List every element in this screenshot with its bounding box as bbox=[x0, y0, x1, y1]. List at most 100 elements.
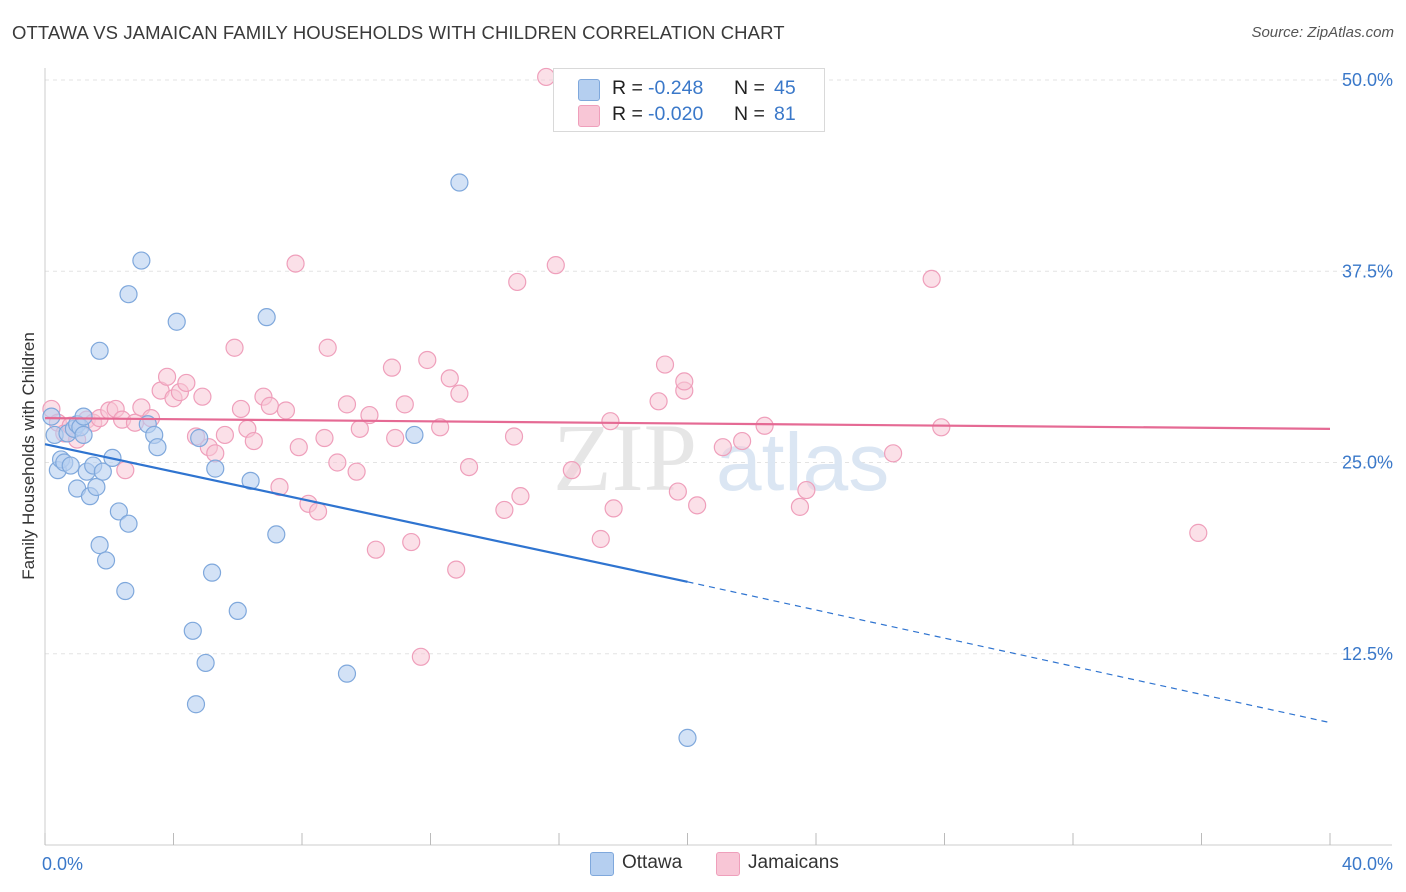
jamaicans-point bbox=[668, 482, 687, 501]
jamaicans-point bbox=[459, 457, 479, 477]
r-label: R = bbox=[612, 77, 643, 99]
ottawa-point bbox=[183, 621, 202, 640]
axes bbox=[44, 68, 1392, 846]
jamaicans-point bbox=[755, 416, 774, 435]
ottawa-point bbox=[257, 308, 276, 327]
jamaicans-point bbox=[504, 427, 524, 446]
ottawa-point bbox=[87, 477, 106, 497]
y-axis-title: Family Households with Children bbox=[19, 332, 38, 580]
jamaicans-swatch bbox=[716, 852, 740, 876]
x-tick-label: 40.0% bbox=[1342, 854, 1393, 874]
trend-lines bbox=[44, 417, 1331, 724]
jamaicans-point bbox=[260, 396, 279, 415]
jamaicans-point bbox=[675, 372, 694, 391]
jamaicans-point bbox=[655, 355, 675, 374]
jamaicans-point bbox=[440, 369, 459, 388]
ottawa-point bbox=[167, 312, 186, 331]
jamaicans-point bbox=[601, 412, 620, 431]
legend-label: Jamaicans bbox=[748, 852, 839, 873]
jamaicans-point bbox=[450, 384, 469, 403]
jamaicans-point bbox=[215, 425, 234, 445]
jamaicans-point bbox=[289, 438, 308, 457]
x-tick-labels: 0.0% 40.0% bbox=[42, 854, 1393, 874]
jamaicans-point bbox=[328, 453, 347, 472]
jamaicans-point bbox=[495, 500, 514, 520]
jamaicans-point bbox=[231, 399, 251, 419]
jamaicans-point bbox=[649, 392, 668, 411]
jamaicans-point bbox=[1189, 523, 1208, 542]
n-value: 81 bbox=[774, 103, 796, 125]
jamaicans-point bbox=[511, 487, 530, 506]
y-tick-label: 50.0% bbox=[1342, 70, 1393, 90]
jamaicans-point bbox=[790, 497, 810, 516]
jamaicans-point bbox=[286, 254, 305, 273]
jamaicans-point bbox=[922, 269, 941, 288]
ottawa-point bbox=[90, 341, 109, 360]
n-label: N = bbox=[734, 103, 765, 125]
ottawa-point bbox=[96, 551, 116, 570]
jamaicans-point bbox=[411, 647, 430, 666]
jamaicans-point bbox=[157, 367, 177, 386]
ottawa-point bbox=[74, 425, 93, 445]
jamaicans-point bbox=[308, 502, 328, 521]
jamaicans-point bbox=[116, 461, 135, 480]
n-value: 45 bbox=[774, 77, 796, 99]
jamaicans-swatch bbox=[578, 105, 600, 127]
jamaicans-point bbox=[244, 431, 263, 451]
ottawa-point bbox=[241, 471, 260, 490]
jamaicans-point bbox=[431, 418, 450, 437]
ottawa-point bbox=[119, 514, 138, 533]
jamaicans-point bbox=[688, 496, 707, 515]
ottawa-point bbox=[116, 581, 135, 601]
jamaicans-point bbox=[347, 462, 366, 481]
jamaicans-point bbox=[276, 401, 296, 420]
ottawa-point bbox=[337, 664, 357, 683]
y-tick-label: 37.5% bbox=[1342, 261, 1393, 281]
r-value: -0.248 bbox=[648, 77, 704, 99]
ottawa-point bbox=[148, 438, 167, 457]
ottawa-point bbox=[206, 459, 225, 478]
jamaicans-point bbox=[932, 418, 951, 437]
ottawa-point bbox=[109, 502, 128, 521]
ottawa-point bbox=[190, 428, 209, 448]
y-tick-label: 25.0% bbox=[1342, 453, 1393, 473]
y-tick-label: 12.5% bbox=[1342, 644, 1393, 664]
jamaicans-point bbox=[193, 387, 212, 406]
ottawa-point bbox=[405, 425, 424, 445]
r-label: R = bbox=[612, 103, 643, 125]
n-label: N = bbox=[734, 77, 765, 99]
jamaicans-point bbox=[177, 373, 196, 393]
jamaicans-point bbox=[604, 499, 623, 518]
ottawa-point bbox=[450, 173, 469, 192]
jamaicans-point bbox=[315, 428, 334, 448]
grid-lines bbox=[45, 79, 1392, 655]
r-value: -0.020 bbox=[648, 103, 704, 125]
jamaicans-point bbox=[733, 431, 752, 451]
jamaicans-point bbox=[883, 444, 903, 463]
jamaicans-trend-line bbox=[44, 417, 1331, 430]
jamaicans-point bbox=[797, 480, 816, 500]
jamaicans-point bbox=[382, 358, 402, 377]
ottawa-point bbox=[228, 601, 247, 621]
jamaicans-point bbox=[562, 461, 581, 480]
jamaicans-point bbox=[366, 540, 385, 559]
ottawa-trend-line bbox=[44, 443, 688, 583]
jamaicans-point bbox=[713, 438, 732, 457]
jamaicans-point bbox=[337, 395, 357, 414]
chart-title: OTTAWA VS JAMAICAN FAMILY HOUSEHOLDS WIT… bbox=[12, 22, 785, 43]
ottawa-point bbox=[74, 407, 93, 426]
jamaicans-point bbox=[546, 256, 565, 275]
ottawa-point bbox=[678, 728, 697, 748]
jamaicans-point bbox=[386, 428, 405, 448]
ottawa-trend-extension bbox=[687, 581, 1331, 724]
x-tick-label: 0.0% bbox=[42, 854, 83, 874]
jamaicans-point bbox=[402, 532, 421, 552]
ottawa-point bbox=[132, 251, 151, 270]
jamaicans-point bbox=[360, 405, 379, 425]
jamaicans-point bbox=[395, 395, 414, 414]
ottawa-point bbox=[93, 462, 112, 481]
ottawa-point bbox=[119, 285, 138, 304]
stats-legend: R = -0.248 N = 45 R = -0.020 N = 81 bbox=[553, 68, 825, 132]
ottawa-points bbox=[42, 173, 697, 748]
